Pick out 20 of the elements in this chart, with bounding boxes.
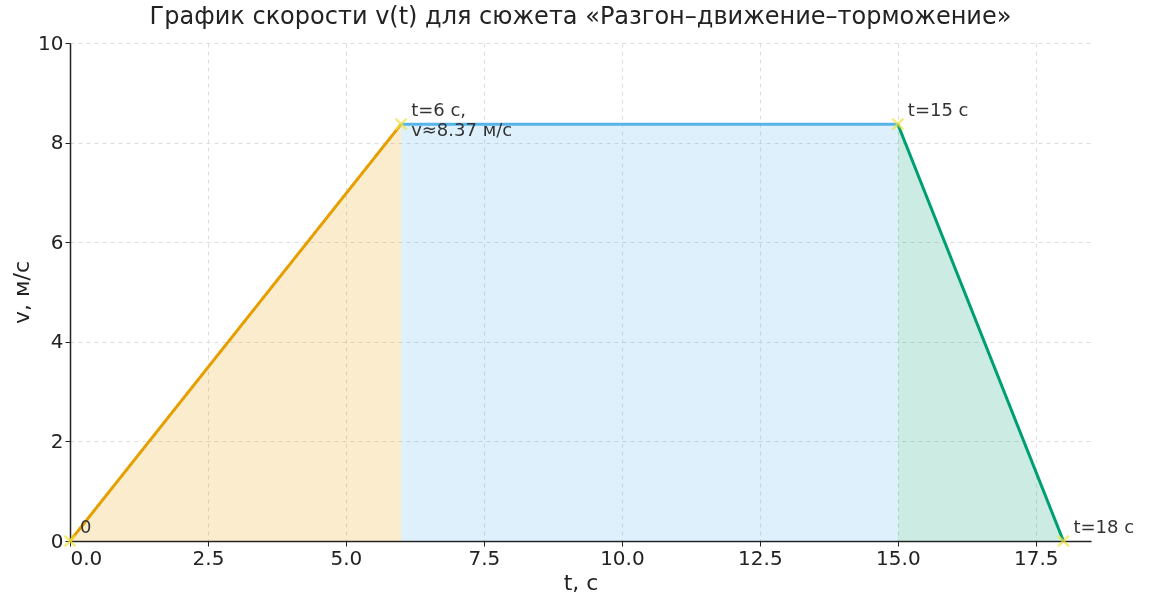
y-tick-label: 4 [50, 329, 64, 354]
y-axis-title: v, м/с [9, 260, 35, 325]
x-tick-label: 12.5 [738, 545, 783, 570]
x-tick-label: 17.5 [1014, 545, 1059, 570]
x-tick-label: 10.0 [600, 545, 645, 570]
x-tick-label: 15.0 [876, 545, 921, 570]
y-tick-label: 0 [50, 528, 64, 553]
annotation: t=18 с [1073, 516, 1135, 537]
y-tick-label: 10 [38, 30, 64, 55]
x-tick-label: 5.0 [330, 545, 363, 570]
x-axis-title: t, с [563, 569, 599, 595]
annotation: t=15 с [907, 99, 969, 121]
y-tick-label: 8 [50, 130, 64, 155]
y-tick-label: 2 [50, 428, 64, 453]
annotation: t=6 с, v≈8.37 м/с [411, 99, 513, 141]
x-tick-label: 2.5 [192, 545, 225, 570]
chart-title: График скорости v(t) для сюжета «Разгон–движение–торможение» [149, 2, 1012, 30]
x-tick-label: 7.5 [468, 545, 501, 570]
x-tick-label: 0.0 [70, 545, 103, 570]
y-tick-label: 6 [50, 229, 64, 254]
